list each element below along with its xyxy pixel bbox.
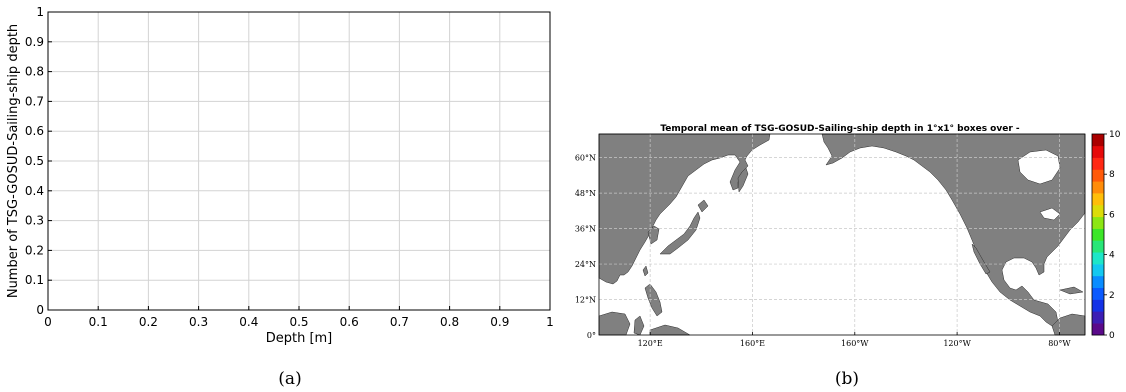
colorbar-segment bbox=[1092, 240, 1104, 253]
y-tick-label: 0.6 bbox=[25, 124, 44, 138]
land-baja bbox=[971, 243, 991, 275]
land-taiwan bbox=[642, 265, 649, 277]
x-tick-label: 0.1 bbox=[89, 315, 108, 329]
land-borneo bbox=[598, 311, 631, 336]
colorbar-segment bbox=[1092, 134, 1104, 147]
colorbar-segment bbox=[1092, 216, 1104, 229]
colorbar-tick-label: 8 bbox=[1109, 170, 1115, 180]
colorbar-tick-label: 2 bbox=[1109, 291, 1115, 301]
map-lon-label: 80°W bbox=[1048, 339, 1071, 348]
map-frame bbox=[598, 133, 1086, 336]
x-tick-label: 0.3 bbox=[189, 315, 208, 329]
map-lat-label: 36°N bbox=[575, 225, 596, 234]
colorbar-segment bbox=[1092, 169, 1104, 182]
panel-a-x-ticks: 0 0.1 0.2 0.3 0.4 0.5 0.6 0.7 0.8 0.9 1 bbox=[44, 306, 554, 329]
map-lat-label: 48°N bbox=[575, 189, 596, 198]
x-tick-label: 0 bbox=[44, 315, 52, 329]
x-tick-label: 0.4 bbox=[239, 315, 258, 329]
map-lat-label: 24°N bbox=[575, 260, 596, 269]
land-kamchatka bbox=[737, 167, 749, 193]
colorbar-segment bbox=[1092, 323, 1104, 336]
colorbar-segment bbox=[1092, 264, 1104, 277]
x-tick-label: 0.2 bbox=[139, 315, 158, 329]
colorbar-segment bbox=[1092, 145, 1104, 158]
y-tick-label: 0.8 bbox=[25, 65, 44, 79]
land-japan bbox=[659, 211, 701, 255]
map-grid bbox=[599, 134, 1085, 335]
colorbar-segment bbox=[1092, 193, 1104, 206]
colorbar-segment bbox=[1092, 204, 1104, 218]
x-tick-label: 0.7 bbox=[390, 315, 409, 329]
colorbar-tick-label: 10 bbox=[1109, 130, 1121, 140]
panel-a: 0 0.1 0.2 0.3 0.4 0.5 0.6 0.7 0.8 0.9 1 0 0.1 0.2 0.3… bbox=[6, 5, 554, 389]
map-lon-labels: 120°E 160°E 160°W 120°W 80°W bbox=[638, 332, 1071, 348]
y-tick-label: 0.4 bbox=[25, 184, 44, 198]
map-lat-label: 12°N bbox=[575, 296, 596, 305]
y-tick-label: 0.3 bbox=[25, 214, 44, 228]
y-tick-label: 1 bbox=[36, 5, 44, 19]
colorbar-segment bbox=[1092, 287, 1104, 300]
colorbar-segment bbox=[1092, 157, 1104, 170]
x-tick-label: 0.6 bbox=[340, 315, 359, 329]
map-lat-labels: 0° 12°N 24°N 36°N 48°N 60°N bbox=[575, 154, 596, 340]
panel-b-caption: (b) bbox=[835, 369, 859, 389]
land-sulawesi bbox=[633, 315, 645, 336]
panel-a-y-ticks: 0 0.1 0.2 0.3 0.4 0.5 0.6 0.7 0.8 0.9 1 bbox=[25, 5, 52, 317]
inland-waters bbox=[1017, 149, 1061, 221]
colorbar-segment bbox=[1092, 275, 1104, 289]
map-lon-label: 160°W bbox=[841, 339, 869, 348]
colorbar-frame bbox=[1091, 133, 1105, 336]
colorbar-segment bbox=[1092, 252, 1104, 265]
y-tick-label: 0.7 bbox=[25, 94, 44, 108]
colorbar-segment bbox=[1092, 181, 1104, 194]
x-tick-label: 0.8 bbox=[440, 315, 459, 329]
y-tick-label: 0.2 bbox=[25, 243, 44, 257]
land-philippines bbox=[644, 283, 663, 317]
land-cuba bbox=[1059, 286, 1084, 295]
map-lat-label: 60°N bbox=[575, 154, 596, 163]
colorbar-tick-label: 4 bbox=[1109, 251, 1115, 261]
colorbar-tick-label: 6 bbox=[1109, 210, 1115, 220]
colorbar: 0 2 4 6 8 10 bbox=[1091, 130, 1121, 341]
colorbar-segment bbox=[1092, 228, 1104, 241]
x-tick-label: 0.5 bbox=[289, 315, 308, 329]
x-tick-label: 0.9 bbox=[490, 315, 509, 329]
great-lakes bbox=[1039, 207, 1061, 221]
panel-b-map-title: Temporal mean of TSG-GOSUD-Sailing-ship … bbox=[660, 124, 1020, 134]
land-asia bbox=[598, 133, 771, 285]
y-tick-label: 0.5 bbox=[25, 154, 44, 168]
map-lat-label: 0° bbox=[587, 331, 596, 340]
colorbar-segment bbox=[1092, 299, 1104, 312]
x-tick-label: 1 bbox=[546, 315, 554, 329]
map-lon-label: 120°W bbox=[943, 339, 971, 348]
panel-a-grid bbox=[47, 11, 551, 311]
panel-a-caption: (a) bbox=[278, 369, 301, 389]
hudson-bay bbox=[1017, 149, 1061, 185]
land-north-america bbox=[821, 133, 1086, 327]
y-tick-label: 0.9 bbox=[25, 35, 44, 49]
colorbar-tick-label: 0 bbox=[1109, 331, 1115, 341]
colorbar-segment bbox=[1092, 311, 1104, 324]
map-lon-label: 120°E bbox=[638, 339, 663, 348]
y-tick-label: 0.1 bbox=[25, 273, 44, 287]
y-tick-label: 0 bbox=[36, 303, 44, 317]
panel-a-y-axis-label: Number of TSG-GOSUD-Sailing-ship depth bbox=[6, 24, 21, 298]
land-masses bbox=[598, 133, 1086, 336]
panel-b: Temporal mean of TSG-GOSUD-Sailing-ship … bbox=[575, 124, 1121, 389]
land-hokkaido bbox=[697, 199, 709, 213]
map-lon-label: 160°E bbox=[740, 339, 765, 348]
panel-a-x-axis-label: Depth [m] bbox=[266, 331, 333, 346]
